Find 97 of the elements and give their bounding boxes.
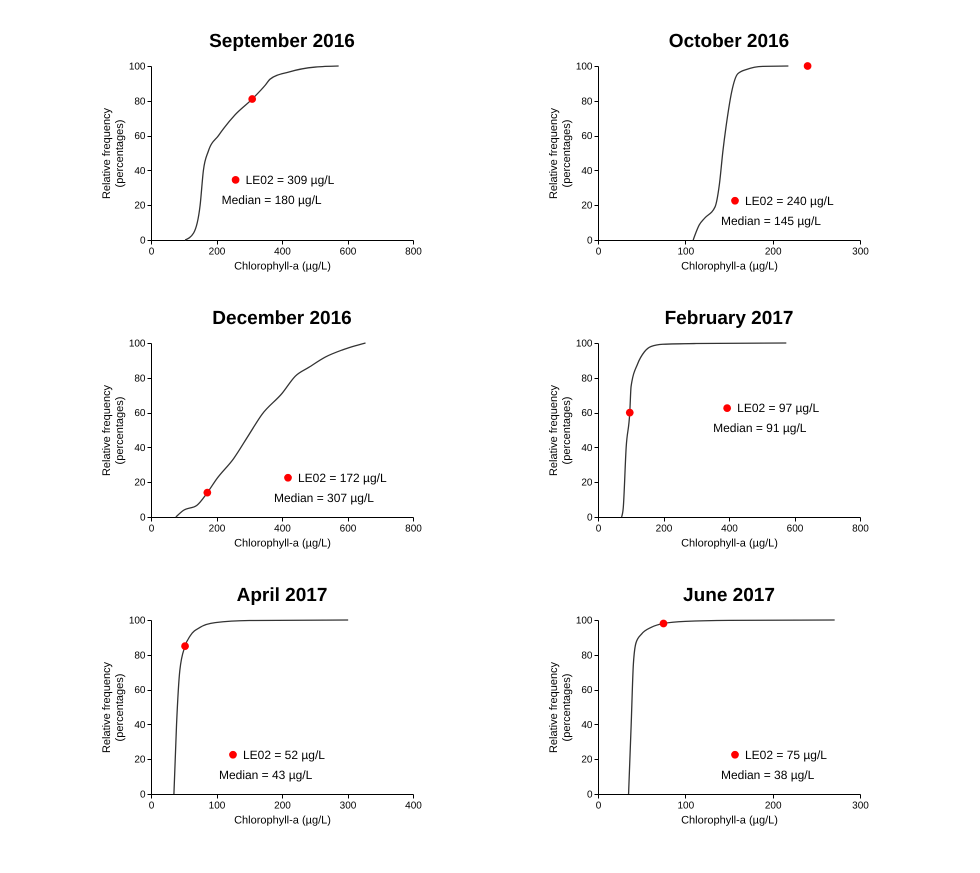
y-axis-title: Relative frequency (percentages) [100, 661, 126, 754]
y-tick-label: 60 [581, 685, 593, 696]
legend-label: LE02 = 75 µg/L [745, 748, 828, 762]
y-tick-label: 20 [581, 754, 593, 766]
x-tick-label: 600 [786, 524, 804, 534]
x-tick-label: 100 [208, 800, 226, 812]
annotation: Median = 43 µg/L [218, 768, 313, 782]
x-tick-label: 800 [852, 524, 870, 534]
y-tick-label: 40 [134, 720, 146, 731]
x-tick-label: 200 [656, 524, 673, 534]
legend-label: LE02 = 52 µg/L [242, 748, 326, 762]
annotation: Median = 307 µg/L [274, 490, 374, 505]
annotation: Median = 91 µg/L [713, 421, 807, 436]
y-tick-label: 40 [581, 166, 593, 177]
annotation: Median = 180 µg/L [222, 192, 322, 207]
chart-title: September 2016 [209, 31, 355, 52]
x-tick-label: 800 [405, 246, 422, 258]
x-tick-label: 200 [208, 524, 226, 534]
y-tick-label: 60 [581, 408, 593, 420]
x-tick-label: 300 [852, 800, 870, 812]
y-tick-label: 20 [134, 200, 146, 212]
x-tick-label: 0 [148, 524, 155, 534]
y-tick-label: 80 [581, 373, 593, 384]
y-tick-label: 100 [128, 62, 146, 72]
y-tick-label: 80 [134, 650, 146, 662]
y-tick-label: 0 [586, 512, 593, 524]
x-axis-title: Chlorophyll-a (µg/L) [234, 260, 331, 272]
y-tick-label: 80 [134, 96, 146, 108]
y-axis-title: Relative frequency (percentages) [100, 107, 126, 200]
x-tick-label: 200 [764, 800, 782, 812]
y-tick-label: 0 [586, 236, 593, 246]
x-tick-label: 400 [274, 524, 292, 534]
y-tick-label: 40 [581, 720, 593, 731]
x-tick-label: 100 [677, 800, 695, 812]
x-tick-label: 0 [596, 246, 602, 258]
y-tick-label: 100 [128, 338, 146, 350]
x-tick-label: 200 [208, 246, 226, 258]
y-tick-label: 60 [134, 408, 146, 420]
x-tick-label: 0 [596, 524, 602, 534]
x-tick-label: 0 [148, 800, 155, 812]
legend-label: LE02 = 172 µg/L [298, 470, 387, 485]
chart-title: December 2016 [212, 308, 352, 329]
y-tick-label: 100 [576, 616, 593, 626]
x-tick-label: 300 [852, 246, 870, 258]
x-tick-label: 200 [274, 800, 292, 812]
y-tick-label: 0 [140, 790, 146, 800]
x-axis-title: Chlorophyll-a (µg/L) [234, 538, 331, 550]
legend-label: LE02 = 240 µg/L [745, 194, 834, 208]
y-tick-label: 80 [134, 373, 146, 384]
y-axis-title: Relative frequency (percentages) [100, 384, 126, 476]
y-tick-label: 100 [576, 338, 593, 350]
x-tick-label: 200 [764, 246, 782, 258]
y-tick-label: 80 [581, 96, 593, 108]
y-axis-title: Relative frequency (percentages) [548, 107, 573, 200]
x-axis-title: Chlorophyll-a (µg/L) [681, 814, 778, 826]
x-tick-label: 600 [340, 246, 357, 258]
x-tick-label: 0 [148, 246, 155, 258]
chart-title: February 2017 [664, 308, 794, 329]
line-series [173, 619, 349, 795]
y-tick-label: 0 [140, 236, 146, 246]
y-tick-label: 100 [576, 62, 593, 72]
y-tick-label: 60 [581, 131, 593, 142]
y-tick-label: 40 [134, 442, 146, 454]
chart-title: June 2017 [683, 585, 775, 606]
y-tick-label: 0 [586, 790, 593, 800]
y-tick-label: 60 [134, 685, 146, 696]
x-axis-title: Chlorophyll-a (µg/L) [234, 814, 331, 826]
x-axis-title: Chlorophyll-a (µg/L) [681, 538, 778, 550]
y-tick-label: 0 [140, 512, 146, 524]
annotation: Median = 38 µg/L [721, 768, 815, 782]
y-tick-label: 40 [134, 166, 146, 177]
x-tick-label: 400 [721, 524, 738, 534]
chart-title: April 2017 [236, 585, 328, 606]
y-tick-label: 80 [581, 650, 593, 662]
legend-label: LE02 = 309 µg/L [246, 172, 335, 187]
x-tick-label: 300 [340, 800, 357, 812]
x-tick-label: 600 [340, 524, 357, 534]
line-series [628, 619, 836, 795]
y-axis-title: Relative frequency (percentages) [548, 661, 573, 754]
y-tick-label: 20 [134, 478, 146, 489]
x-axis-title: Chlorophyll-a (µg/L) [681, 260, 778, 272]
y-tick-label: 20 [134, 754, 146, 766]
x-tick-label: 400 [274, 246, 292, 258]
x-tick-label: 800 [405, 524, 422, 534]
line-series [184, 65, 340, 241]
y-tick-label: 40 [581, 442, 593, 454]
y-tick-label: 100 [128, 616, 146, 626]
y-axis-title: Relative frequency (percentages) [548, 384, 573, 476]
y-tick-label: 20 [581, 478, 593, 489]
x-tick-label: 100 [677, 246, 695, 258]
x-tick-label: 0 [596, 800, 602, 812]
x-tick-label: 400 [405, 800, 422, 812]
chart-title: October 2016 [668, 31, 790, 52]
y-tick-label: 60 [134, 131, 146, 142]
annotation: Median = 145 µg/L [721, 214, 822, 228]
y-tick-label: 20 [581, 200, 593, 212]
legend-label: LE02 = 97 µg/L [737, 401, 820, 416]
